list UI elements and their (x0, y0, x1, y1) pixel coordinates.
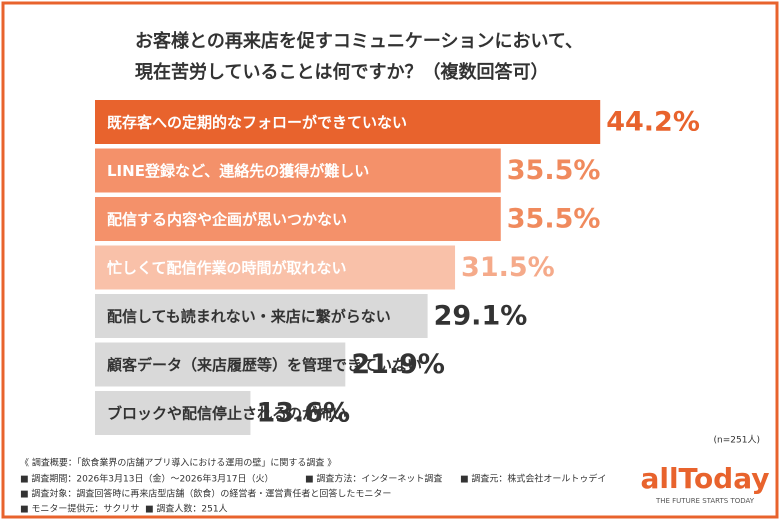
note: ■ 調査対象：調査回答時に再来店型店舗（飲食）の経営者・運営責任者と回答したモニ… (20, 488, 391, 500)
value-label: 35.5% (507, 155, 601, 186)
bar (95, 148, 501, 193)
value-label: 29.1% (434, 301, 528, 332)
value-label: 35.5% (507, 204, 601, 235)
category-label: 顧客データ（来店履歴等）を管理できていない (107, 356, 422, 374)
note: 《 調査概要：「飲食業界の店舗アプリ導入における運用の壁」に関する調査 》 (20, 457, 336, 469)
value-label: 44.2% (606, 107, 700, 138)
note: ■ 調査方法：インターネット調査 (305, 473, 442, 485)
note: ■ モニター提供元：サクリサ (20, 503, 139, 515)
bar (95, 245, 456, 290)
bar (95, 100, 601, 144)
logo: allToday (640, 462, 769, 495)
category-label: 配信する内容や企画が思いつかない (107, 211, 347, 229)
sample-size: (n=251人) (714, 435, 760, 446)
category-label: 忙しくて配信作業の時間が取れない (107, 259, 347, 277)
bar (95, 197, 501, 241)
chart-title: 現在苦労していることは何ですか？（複数回答可） (135, 61, 548, 83)
category-label: 配信しても読まれない・来店に繋がらない (107, 308, 391, 326)
bar (95, 391, 251, 435)
value-label: 13.6% (256, 398, 350, 429)
note: ■ 調査期間：2026年3月13日（金）～2026年3月17日（火） (20, 473, 274, 485)
value-label: 31.5% (461, 252, 555, 283)
category-label: 既存客への定期的なフォローができていない (107, 114, 407, 132)
bar (95, 294, 428, 338)
category-label: ブロックや配信停止されるのが怖い (107, 405, 347, 423)
bar (95, 342, 346, 387)
logo-tagline: THE FUTURE STARTS TODAY (655, 497, 755, 505)
chart-title: お客様との再来店を促すコミュニケーションにおいて、 (135, 30, 583, 52)
note: ■ 調査元：株式会社オールトゥデイ (460, 473, 606, 485)
note: ■ 調査人数：251人 (145, 503, 228, 515)
value-label: 21.9% (351, 349, 445, 380)
category-label: LINE登録など、連絡先の獲得が難しい (107, 162, 369, 180)
